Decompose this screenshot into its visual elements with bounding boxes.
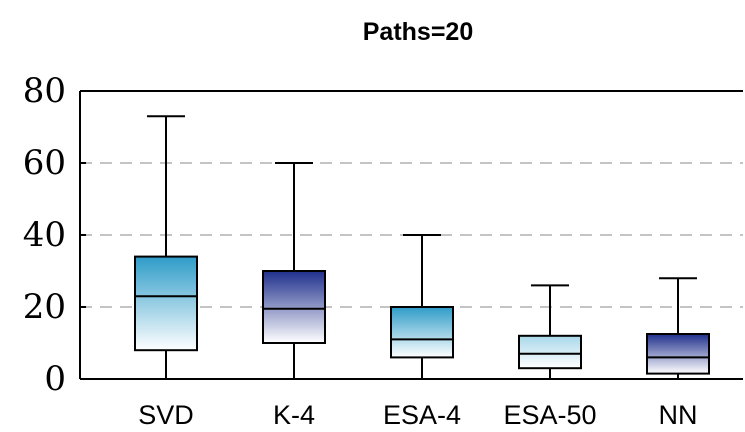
box-esa-4: [390, 234, 454, 380]
y-tick-label: 80: [23, 71, 66, 111]
x-tick-label: ESA-50: [503, 400, 596, 430]
box-k-4: [262, 162, 326, 380]
x-tick-label: K-4: [273, 400, 315, 430]
chart-title: Paths=20: [363, 18, 474, 46]
y-tick-label: 60: [23, 143, 66, 183]
box-iqr: [262, 270, 326, 344]
y-tick-label: 20: [23, 287, 66, 327]
tick-labels: 0 20 40 60 80 SVD K-4 ESA-4 ESA-50 NN: [23, 71, 698, 430]
x-tick-label: SVD: [138, 400, 194, 430]
box-svd: [134, 115, 198, 380]
box-iqr: [646, 333, 710, 375]
y-tick-label: 40: [23, 215, 66, 255]
box-iqr: [518, 334, 582, 370]
x-tick-label: NN: [659, 400, 698, 430]
box-plots: [134, 115, 710, 380]
box-nn: [646, 277, 710, 380]
box-iqr: [390, 306, 454, 359]
x-tick-label: ESA-4: [383, 400, 461, 430]
y-tick-label: 0: [44, 359, 66, 399]
box-esa-50: [518, 284, 582, 380]
box-iqr: [134, 255, 198, 352]
axes: [79, 90, 743, 380]
